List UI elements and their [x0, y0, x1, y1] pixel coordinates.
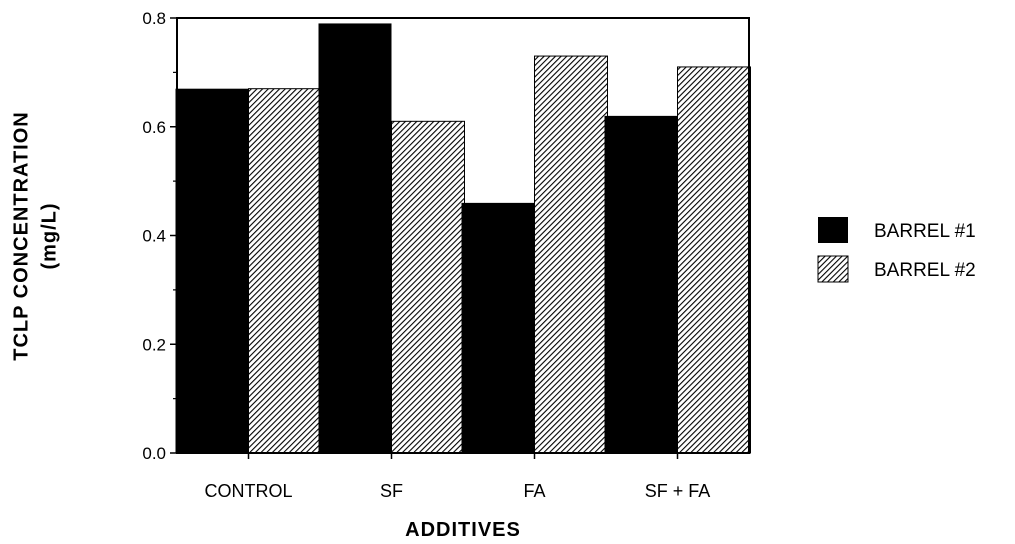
bar-control-series-2 — [248, 88, 322, 454]
x-axis-title: ADDITIVES — [405, 519, 521, 541]
x-category-label: FA — [523, 481, 545, 501]
bar-fa-series-2 — [534, 55, 608, 454]
legend-label-barrel-1: BARREL #1 — [874, 221, 976, 242]
y-axis-ticks: 0.0 0.2 0.4 0.6 0.8 — [142, 9, 177, 463]
bars-group — [175, 23, 751, 454]
bar-sf-fa-series-1 — [604, 115, 678, 453]
x-category-label: CONTROL — [204, 481, 292, 501]
bar-sf-series-1 — [318, 23, 392, 453]
x-category-label: SF — [380, 481, 403, 501]
x-category-label: SF + FA — [645, 481, 711, 501]
y-tick-label: 0.2 — [142, 335, 166, 354]
y-tick-label: 0.6 — [142, 118, 166, 137]
bar-fa-series-1 — [461, 202, 535, 453]
legend: BARREL #1 BARREL #2 — [817, 217, 976, 283]
y-axis-title: TCLP CONCENTRATION (mg/L) — [10, 111, 60, 360]
y-axis-title-line2: (mg/L) — [38, 202, 60, 269]
bar-sf-series-2 — [391, 120, 465, 454]
y-tick-label: 0.0 — [142, 444, 166, 463]
bar-sf-fa-series-2 — [677, 66, 751, 454]
bar-control-series-1 — [175, 88, 249, 453]
y-axis-title-line1: TCLP CONCENTRATION — [10, 111, 32, 360]
x-axis-category-labels: CONTROL SF FA SF + FA — [204, 453, 710, 501]
y-tick-label: 0.4 — [142, 227, 166, 246]
legend-label-barrel-2: BARREL #2 — [874, 260, 976, 281]
y-tick-label: 0.8 — [142, 9, 166, 28]
legend-swatch-barrel-1 — [818, 217, 848, 243]
legend-swatch-barrel-2 — [817, 255, 849, 283]
